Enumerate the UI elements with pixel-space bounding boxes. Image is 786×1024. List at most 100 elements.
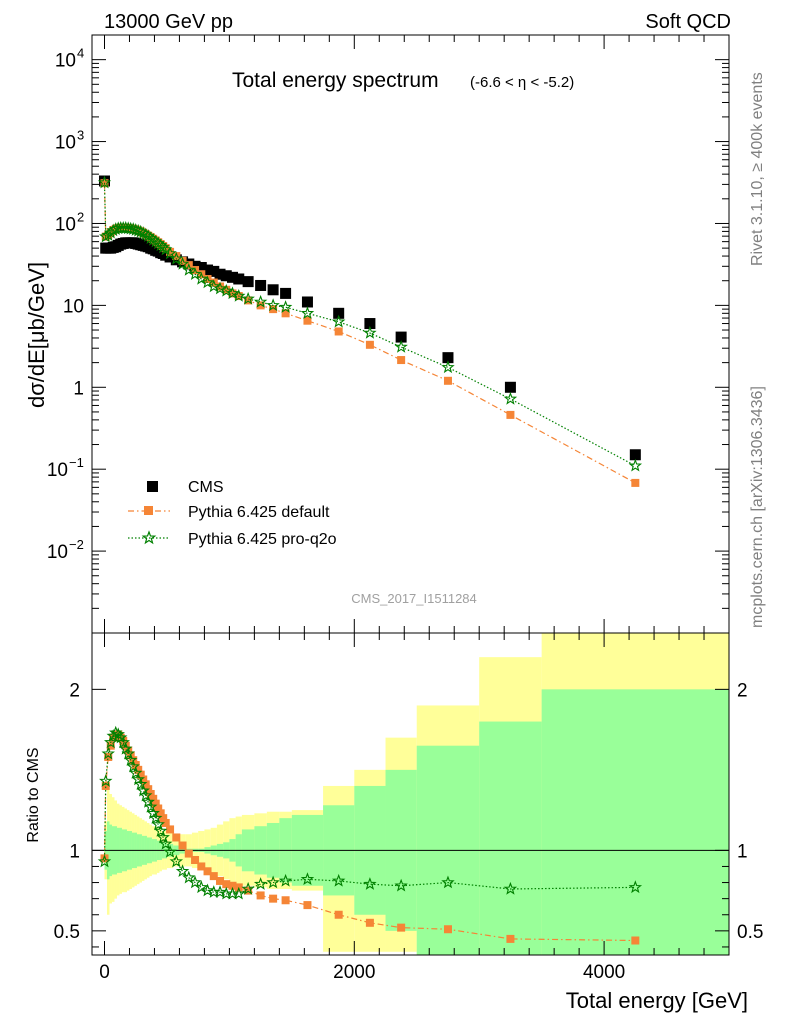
ratio-point <box>441 875 455 889</box>
ratio-point <box>139 775 148 784</box>
ratio-point <box>118 741 133 755</box>
ratio-point <box>213 885 227 898</box>
ratio-point <box>172 833 181 842</box>
y-tick-label: 1 <box>73 378 84 399</box>
data-point <box>300 306 315 320</box>
ratio-point <box>151 799 160 808</box>
y-tick-label: 10 <box>55 51 76 72</box>
ratio-point <box>334 910 343 919</box>
data-point <box>266 298 280 312</box>
legend-default-label: Pythia 6.425 default <box>188 504 330 521</box>
ratio-point <box>244 886 253 895</box>
band-bin-1 <box>479 721 542 955</box>
ratio-point <box>99 774 113 787</box>
ratio-point <box>232 886 246 900</box>
ratio-point <box>134 765 143 774</box>
ratio-point <box>222 880 231 889</box>
x-tick-labels: 0 2000 4000 <box>99 962 625 983</box>
ratio-point <box>126 759 140 773</box>
ratio-point <box>363 877 377 890</box>
ratio-uncertainty-bands <box>104 633 729 955</box>
data-point <box>364 318 376 330</box>
ratio-point <box>253 877 268 890</box>
data-point <box>442 352 454 364</box>
x-tick-label: 4000 <box>583 962 625 983</box>
ratio-point <box>269 894 278 903</box>
data-point <box>233 273 245 285</box>
ratio-point <box>156 809 165 818</box>
y-tick-exponent: 2 <box>77 209 84 224</box>
ratio-point <box>154 804 163 813</box>
data-point <box>219 283 233 297</box>
data-point <box>331 314 346 328</box>
main-panel-ticks <box>92 34 730 634</box>
y-tick-label: 10 <box>47 460 68 481</box>
y-tick-exponent: 4 <box>77 46 84 61</box>
data-point <box>166 247 175 256</box>
ratio-series-layer <box>97 725 643 945</box>
ratio-point <box>443 925 452 934</box>
ratio-point <box>149 794 158 803</box>
ratio-point <box>203 867 212 876</box>
ratio-point <box>256 891 265 900</box>
ratio-point <box>158 836 173 850</box>
y-tick-label: 10 <box>55 133 76 154</box>
data-point <box>241 291 255 305</box>
ratio-point <box>114 730 128 744</box>
data-point <box>202 264 214 276</box>
x-tick-label: 0 <box>99 962 110 983</box>
ratio-point <box>128 765 143 779</box>
main-series-layer <box>97 175 643 487</box>
ratio-point <box>163 844 177 858</box>
ratio-point <box>153 823 168 837</box>
data-point <box>397 356 406 365</box>
data-point <box>203 274 212 283</box>
ratio-point <box>133 777 148 791</box>
ratio-point <box>281 896 290 905</box>
ratio-point <box>97 854 112 868</box>
ratio-point <box>159 814 168 823</box>
data-point <box>194 271 209 285</box>
data-point <box>169 251 184 265</box>
data-point <box>333 307 345 319</box>
ratio-y-axis-label: Ratio to CMS <box>25 747 42 842</box>
ratio-point <box>631 936 640 945</box>
ratio-point <box>161 818 170 827</box>
ratio-y-tick-label-right: 2 <box>737 680 748 701</box>
data-point <box>281 309 290 318</box>
data-point <box>172 252 181 261</box>
ratio-point <box>111 727 125 741</box>
y-tick-label: 10 <box>55 214 76 235</box>
ratio-point <box>197 862 206 871</box>
data-point <box>629 449 641 461</box>
ratio-point <box>131 772 145 786</box>
data-point <box>267 284 279 296</box>
y-tick-label: 10 <box>63 296 84 317</box>
ratio-y-tick-label-right: 1 <box>737 841 748 862</box>
legend-cms-marker <box>147 481 158 492</box>
data-point <box>225 286 240 300</box>
ratio-point <box>136 783 150 797</box>
band-bin-1 <box>541 689 729 955</box>
ratio-point <box>394 878 408 892</box>
ratio-point <box>143 799 158 813</box>
y-tick-label: 10 <box>47 542 68 563</box>
legend-default-marker <box>144 506 153 515</box>
ratio-point <box>228 881 237 890</box>
data-point <box>207 279 221 293</box>
ratio-point <box>106 741 115 750</box>
ratio-point <box>241 881 255 895</box>
rivet-version-label: Rivet 3.1.10, ≥ 400k events <box>749 72 766 266</box>
ratio-point <box>184 849 193 858</box>
data-point <box>188 267 202 280</box>
ratio-point <box>216 876 225 885</box>
ratio-point <box>397 923 406 932</box>
ratio-point <box>503 881 518 895</box>
ratio-panel-ticks <box>92 633 730 955</box>
data-point <box>220 270 232 282</box>
data-point <box>216 282 225 291</box>
ratio-point <box>141 794 155 808</box>
ratio-point <box>300 872 315 886</box>
